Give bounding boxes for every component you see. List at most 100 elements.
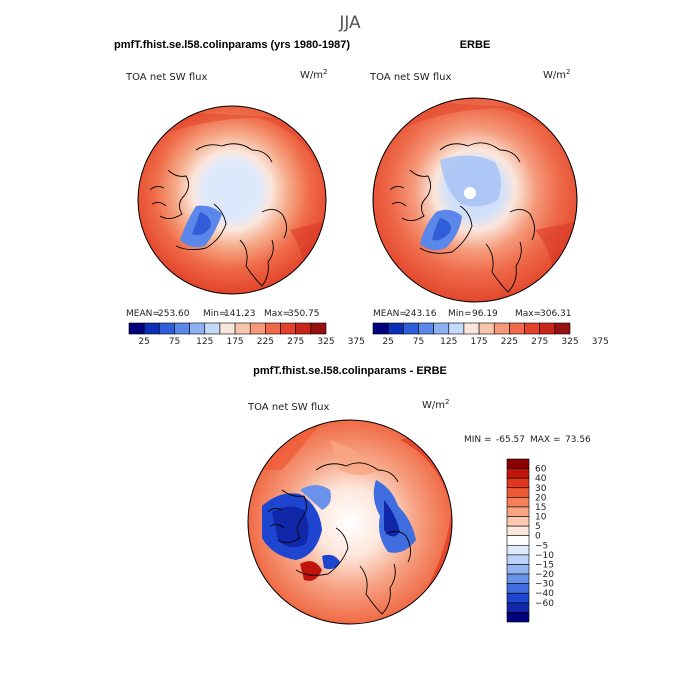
svg-text:141.23: 141.23 xyxy=(224,309,256,319)
colorbar-tick-label: −40 xyxy=(535,589,554,599)
colorbar-swatch xyxy=(506,612,530,623)
colorbar-swatch xyxy=(506,525,530,537)
colorbar-swatch xyxy=(234,322,251,335)
polar-map xyxy=(138,106,326,294)
colorbar-swatch xyxy=(310,322,327,335)
colorbar-swatch xyxy=(539,322,556,335)
field-label: TOA net SW flux xyxy=(125,72,207,83)
colorbar-tick-label: 75 xyxy=(169,337,180,347)
colorbar-tick-label: 0 xyxy=(535,532,541,542)
colorbar-tick-label: 75 xyxy=(413,337,424,347)
colorbar: 25 75 125 175 225 275 325 375 xyxy=(128,322,365,347)
page-title: JJA xyxy=(338,13,361,33)
colorbar-swatch xyxy=(506,535,530,546)
colorbar-swatch xyxy=(128,322,145,335)
svg-text:350.75: 350.75 xyxy=(288,309,320,319)
colorbar-swatch xyxy=(506,468,530,479)
colorbar-swatch xyxy=(280,322,296,335)
units-label: W/m2 xyxy=(543,68,570,81)
colorbar-swatch xyxy=(219,322,236,335)
coastlines xyxy=(267,462,411,615)
colorbar-swatch xyxy=(433,322,450,335)
colorbar-swatch xyxy=(493,322,510,335)
svg-text:Min=: Min= xyxy=(203,309,227,319)
colorbar-swatch xyxy=(418,322,434,335)
colorbar-tick-label: 375 xyxy=(592,337,609,347)
units-label: W/m2 xyxy=(422,398,449,411)
colorbar-swatch xyxy=(372,322,389,335)
colorbar-tick-label: 225 xyxy=(257,337,274,347)
panel-model: pmfT.fhist.se.l58.colinparams (yrs 1980-… xyxy=(114,39,365,347)
colorbar-swatch xyxy=(554,322,571,335)
panel-title: ERBE xyxy=(460,39,491,51)
panel-erbe: ERBE TOA net SW flux W/m2 MEAN= xyxy=(369,39,609,347)
colorbar-tick-label: −20 xyxy=(535,570,554,580)
colorbar-tick-label: 225 xyxy=(501,337,518,347)
colorbar-tick-label: 375 xyxy=(348,337,365,347)
colorbar-swatch xyxy=(463,322,480,335)
colorbar-swatch xyxy=(506,516,530,527)
colorbar-swatch xyxy=(249,322,266,335)
colorbar-tick-label: 20 xyxy=(535,493,547,503)
colorbar-swatch xyxy=(506,592,530,604)
stats-line: MEAN= 253.60 Min= 141.23 Max= 350.75 xyxy=(126,309,320,319)
panel-difference: pmfT.fhist.se.l58.colinparams - ERBE TOA… xyxy=(247,365,591,625)
svg-text:96.19: 96.19 xyxy=(472,309,498,319)
colorbar-tick-label: 175 xyxy=(226,337,243,347)
svg-text:243.16: 243.16 xyxy=(405,309,437,319)
colorbar-swatch xyxy=(159,322,175,335)
svg-text:MEAN=: MEAN= xyxy=(373,309,407,319)
colorbar-swatch xyxy=(174,322,190,335)
svg-text:MAX =: MAX = xyxy=(530,435,561,445)
colorbar-swatch xyxy=(506,544,530,556)
colorbar-swatch xyxy=(387,322,404,335)
colorbar-swatch xyxy=(506,583,530,594)
svg-text:MIN =: MIN = xyxy=(464,435,492,445)
colorbar-swatch xyxy=(506,506,530,517)
polar-map xyxy=(373,98,577,302)
svg-text:73.56: 73.56 xyxy=(565,435,591,445)
colorbar-tick-label: −10 xyxy=(535,551,554,561)
colorbar-tick-label: −5 xyxy=(535,541,548,551)
colorbar-tick-label: 30 xyxy=(535,484,547,494)
colorbar-swatch xyxy=(295,322,312,335)
colorbar-tick-label: 25 xyxy=(382,337,393,347)
panel-title: pmfT.fhist.se.l58.colinparams - ERBE xyxy=(253,365,447,377)
colorbar-tick-label: −60 xyxy=(535,599,554,609)
field-label: TOA net SW flux xyxy=(369,72,451,83)
colorbar-tick-label: 125 xyxy=(440,337,457,347)
colorbar-swatch xyxy=(524,322,540,335)
colorbar-swatch xyxy=(143,322,160,335)
colorbar-swatch xyxy=(506,564,530,575)
colorbar-swatch xyxy=(265,322,281,335)
colorbar-tick-label: −15 xyxy=(535,560,554,570)
colorbar-swatch xyxy=(189,322,206,335)
colorbar-tick-label: 60 xyxy=(535,465,547,475)
colorbar-tick-label: 175 xyxy=(470,337,487,347)
colorbar-tick-label: 325 xyxy=(317,337,334,347)
field-label: TOA net SW flux xyxy=(247,402,329,413)
colorbar-swatch xyxy=(403,322,419,335)
colorbar-swatch xyxy=(506,497,530,508)
svg-text:MEAN=: MEAN= xyxy=(126,309,160,319)
svg-text:253.60: 253.60 xyxy=(158,309,190,319)
svg-text:306.31: 306.31 xyxy=(540,309,572,319)
stats-line: MIN = -65.57 MAX = 73.56 xyxy=(464,435,591,445)
panel-title: pmfT.fhist.se.l58.colinparams (yrs 1980-… xyxy=(114,39,350,51)
colorbar-tick-label: 275 xyxy=(287,337,304,347)
svg-text:Max=: Max= xyxy=(264,309,290,319)
colorbar-swatch xyxy=(448,322,465,335)
stats-line: MEAN= 243.16 Min= 96.19 Max= 306.31 xyxy=(373,309,572,319)
units-label: W/m2 xyxy=(300,68,327,81)
colorbar-tick-label: 5 xyxy=(535,522,541,532)
colorbar-swatch xyxy=(204,322,221,335)
colorbar-tick-label: 275 xyxy=(531,337,548,347)
colorbar-swatch xyxy=(506,487,530,498)
colorbar-swatch xyxy=(506,477,530,489)
coastlines xyxy=(389,142,535,293)
colorbar-swatch xyxy=(509,322,525,335)
colorbar-tick-label: 125 xyxy=(196,337,213,347)
colorbar-swatch xyxy=(478,322,495,335)
